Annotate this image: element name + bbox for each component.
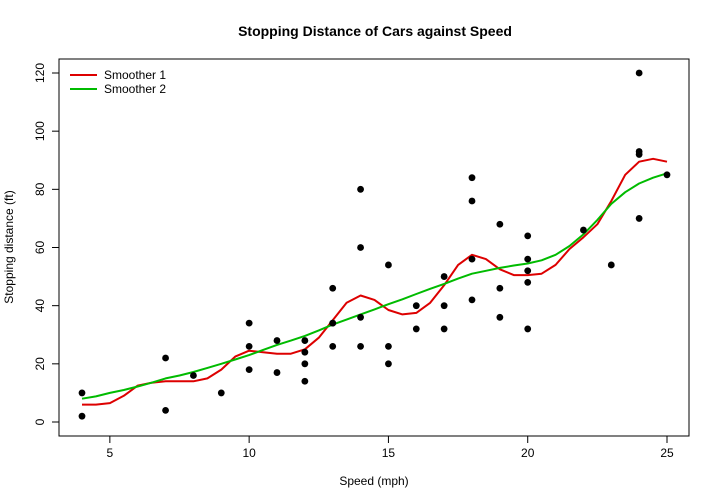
x-tick-label: 15 — [382, 446, 396, 460]
x-tick-label: 5 — [107, 446, 114, 460]
data-point — [78, 389, 86, 397]
x-tick-label: 10 — [242, 446, 256, 460]
data-point — [524, 279, 532, 286]
data-point — [440, 325, 448, 333]
data-point — [524, 232, 532, 240]
data-point — [301, 337, 309, 344]
data-points — [78, 69, 671, 420]
data-point — [496, 220, 504, 228]
data-point — [329, 319, 337, 327]
data-point — [190, 372, 197, 379]
x-tick-label: 25 — [660, 446, 674, 460]
data-point — [635, 215, 643, 222]
legend-label-smoother-2: Smoother 2 — [104, 82, 166, 96]
smoother-lines — [81, 157, 668, 406]
data-point — [385, 342, 392, 350]
plot-box — [58, 58, 690, 437]
data-point — [329, 284, 337, 292]
data-point — [468, 197, 476, 205]
data-point — [162, 406, 169, 414]
data-point — [468, 296, 476, 304]
y-tick-label: 40 — [33, 299, 47, 313]
data-point — [524, 267, 532, 275]
data-point — [440, 273, 448, 280]
data-point — [245, 342, 253, 350]
y-axis: 0 20 40 60 80 100 120 — [33, 63, 60, 425]
data-point — [357, 185, 364, 193]
x-tick-label: 20 — [521, 446, 535, 460]
data-point — [357, 342, 364, 350]
data-point — [635, 69, 643, 77]
data-point — [440, 302, 448, 310]
data-point — [412, 302, 420, 310]
data-point — [162, 354, 169, 362]
y-tick-label: 60 — [33, 241, 47, 255]
y-axis-label: Stopping distance (ft) — [2, 190, 16, 303]
data-point — [245, 366, 253, 374]
series-line-smoother-1 — [82, 157, 668, 406]
data-point — [301, 377, 309, 385]
data-point — [301, 360, 309, 368]
data-point — [524, 255, 532, 263]
data-point — [468, 174, 476, 182]
data-point — [663, 171, 671, 179]
data-point — [245, 319, 253, 327]
data-point — [496, 313, 504, 321]
data-point — [635, 148, 643, 155]
x-axis: 5 10 15 20 25 — [107, 435, 674, 460]
y-tick-label: 120 — [33, 63, 47, 83]
data-point — [412, 325, 420, 333]
data-point — [78, 412, 86, 420]
y-tick-label: 100 — [33, 121, 47, 141]
data-point — [301, 348, 309, 356]
x-axis-label: Speed (mph) — [339, 474, 408, 488]
data-point — [329, 342, 337, 350]
y-tick-label: 0 — [33, 418, 47, 425]
data-point — [580, 226, 587, 234]
data-point — [496, 284, 504, 292]
series-line-smoother-2 — [81, 172, 668, 400]
y-tick-label: 80 — [33, 182, 47, 196]
data-point — [273, 369, 281, 376]
y-tick-label: 20 — [33, 357, 47, 371]
legend-label-smoother-1: Smoother 1 — [104, 68, 166, 82]
data-point — [385, 261, 392, 269]
data-point — [357, 244, 364, 251]
data-point — [357, 313, 364, 321]
data-point — [217, 389, 225, 397]
data-point — [385, 360, 392, 368]
chart-title: Stopping Distance of Cars against Speed — [238, 23, 512, 39]
legend: Smoother 1 Smoother 2 — [70, 68, 166, 96]
data-point — [607, 261, 615, 269]
data-point — [468, 255, 476, 263]
data-point — [524, 325, 532, 333]
data-point — [273, 337, 281, 344]
